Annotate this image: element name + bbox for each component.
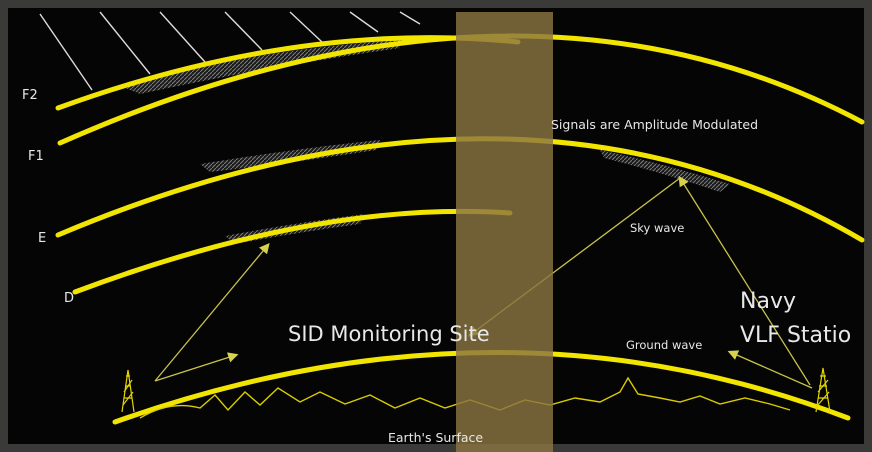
sid-antenna-tower — [121, 369, 135, 413]
terrain-line — [139, 376, 791, 419]
f1-ionization-patch — [200, 140, 380, 172]
e-arc — [72, 208, 513, 295]
ground-wave-label: Ground wave — [626, 338, 702, 352]
signals-annotation: Signals are Amplitude Modulated — [551, 117, 758, 132]
solar-ray — [99, 11, 151, 75]
f2-lower-arc — [55, 35, 521, 111]
sid-site-band — [456, 12, 553, 452]
navy-label-line2: VLF Statio — [740, 323, 851, 348]
solar-ray — [39, 13, 93, 91]
f1-label: F1 — [28, 149, 44, 164]
sky-wave-reflection-patch — [600, 150, 730, 192]
e-label: E — [38, 231, 46, 246]
solar-ray — [289, 11, 323, 43]
solar-ray — [159, 11, 206, 63]
sid-site-label: SID Monitoring Site — [288, 322, 490, 346]
solar-radiation-rays — [39, 11, 421, 91]
d-label: D — [64, 291, 74, 306]
sky-wave-label: Sky wave — [630, 221, 684, 235]
e-layer-up-ray — [154, 243, 270, 382]
solar-ray — [399, 11, 421, 25]
solar-ray — [224, 11, 263, 51]
navy-label-line1: Navy — [740, 289, 796, 314]
earth-surface-label: Earth's Surface — [388, 430, 483, 445]
f2-label: F2 — [22, 88, 38, 103]
ground-wave-ray — [727, 350, 813, 389]
navy-vlf-tower — [815, 367, 831, 413]
e-layer-down-ray — [154, 352, 239, 382]
sky-wave-up-ray — [678, 175, 811, 386]
solar-ray — [349, 11, 379, 33]
